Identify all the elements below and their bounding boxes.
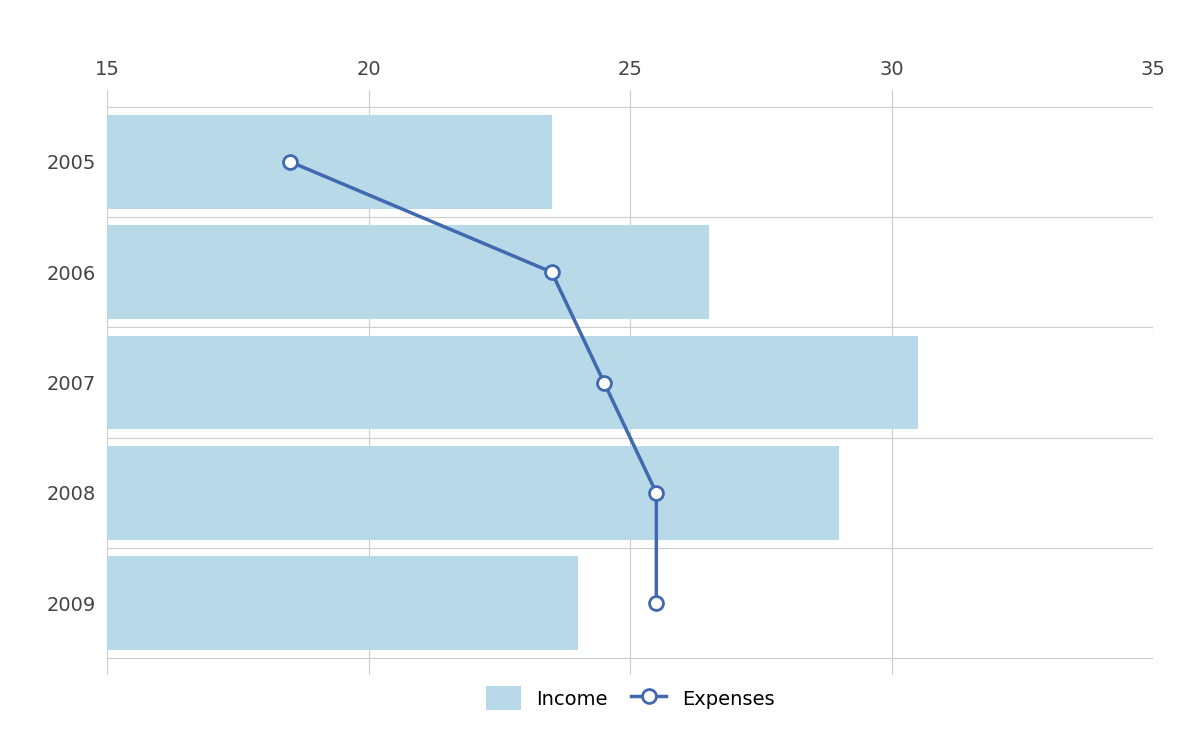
Bar [107,225,709,319]
Bar [107,115,552,208]
Legend: Income, Expenses: Income, Expenses [478,679,782,718]
Bar [107,446,839,540]
Bar [107,556,578,650]
Bar [107,335,918,430]
